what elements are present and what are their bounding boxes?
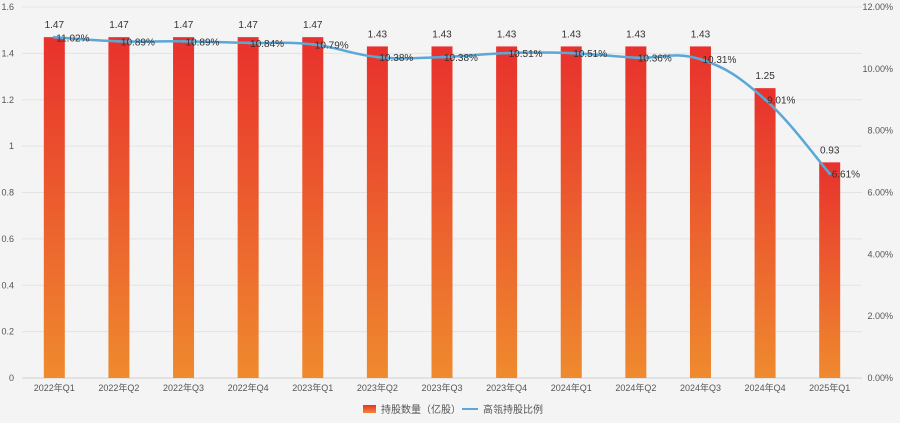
line-series: 11.02% 10.89% 10.89% 10.84% 10.79% 10.38% 10.3… <box>52 33 860 181</box>
line-data-label: 10.36% <box>638 54 672 65</box>
x-tick-label: 2023年Q3 <box>421 382 462 393</box>
x-tick-label: 2024年Q4 <box>745 382 786 393</box>
x-tick-label: 2023年Q2 <box>357 382 398 393</box>
x-tick-label: 2023年Q4 <box>486 382 527 393</box>
line-data-label: 10.79% <box>315 40 349 51</box>
x-tick-label: 2022年Q2 <box>98 382 139 393</box>
line-data-label: 10.51% <box>509 49 543 60</box>
line-data-label: 10.51% <box>573 49 607 60</box>
line-data-label: 10.38% <box>379 53 413 64</box>
legend-line-label: 高瓴持股比例 <box>483 403 543 416</box>
line-point <box>763 97 767 101</box>
line-data-label: 10.89% <box>186 37 220 48</box>
bar <box>496 46 518 378</box>
line-data-label: 6.61% <box>832 170 860 181</box>
left-tick-label: 1.2 <box>1 95 14 105</box>
bar <box>819 162 841 378</box>
right-tick-label: 8.00% <box>867 126 893 136</box>
left-tick-label: 1.4 <box>1 48 14 58</box>
x-tick-label: 2023年Q1 <box>292 382 333 393</box>
x-tick-label: 2022年Q1 <box>34 382 75 393</box>
line-point <box>246 41 250 45</box>
right-y-axis: 0.00% 2.00% 4.00% 6.00% 8.00% 10.00% 12.00% <box>862 2 893 383</box>
line-point <box>52 35 56 39</box>
left-tick-label: 0.6 <box>1 234 14 244</box>
bar-data-label: 1.47 <box>174 20 194 31</box>
line-point <box>182 39 186 43</box>
bar-data-label: 1.25 <box>755 71 775 82</box>
bar <box>108 37 130 379</box>
x-tick-label: 2025年Q1 <box>809 382 850 393</box>
line-data-label: 10.84% <box>250 39 284 50</box>
left-tick-label: 0.4 <box>1 280 14 290</box>
bar <box>754 88 776 378</box>
bar <box>689 46 711 378</box>
left-tick-label: 0 <box>9 373 14 383</box>
line-point <box>698 57 702 61</box>
bar <box>625 46 647 378</box>
line-data-label: 10.31% <box>702 55 736 66</box>
bar-data-label: 1.47 <box>238 20 258 31</box>
x-tick-label: 2024年Q3 <box>680 382 721 393</box>
x-tick-label: 2022年Q3 <box>163 382 204 393</box>
x-axis: 2022年Q1 2022年Q2 2022年Q3 2022年Q4 2023年Q1 2023年… <box>34 382 850 393</box>
bar <box>366 46 388 378</box>
bar-data-label: 0.93 <box>820 145 840 156</box>
line-point <box>311 42 315 46</box>
bar-data-label: 1.43 <box>497 29 517 40</box>
left-tick-label: 1 <box>9 141 14 151</box>
x-tick-label: 2024年Q1 <box>551 382 592 393</box>
bar-data-label: 1.43 <box>368 29 388 40</box>
bar-data-label: 1.47 <box>109 20 129 31</box>
line-point <box>634 56 638 60</box>
x-tick-label: 2022年Q4 <box>228 382 269 393</box>
bar-data-label: 1.43 <box>432 29 452 40</box>
legend: 持股数量（亿股） 高瓴持股比例 <box>363 403 543 416</box>
bar-data-label: 1.43 <box>691 29 711 40</box>
left-y-axis: 0 0.2 0.4 0.6 0.8 1 1.2 1.4 1.6 <box>1 2 14 383</box>
line-point <box>375 55 379 59</box>
right-tick-label: 2.00% <box>867 311 893 321</box>
right-tick-label: 12.00% <box>862 2 893 12</box>
bar-data-label: 1.43 <box>626 29 646 40</box>
line-data-label: 10.38% <box>444 53 478 64</box>
left-tick-label: 0.8 <box>1 188 14 198</box>
bar-series: 1.47 1.47 1.47 1.47 1.47 1.43 1.43 1.43 1.43 1.43… <box>43 20 841 379</box>
bar <box>43 37 65 379</box>
line-point <box>117 39 121 43</box>
right-tick-label: 4.00% <box>867 249 893 259</box>
x-tick-label: 2024年Q2 <box>615 382 656 393</box>
line-point <box>440 55 444 59</box>
line-point <box>505 51 509 55</box>
left-tick-label: 0.2 <box>1 327 14 337</box>
line-point <box>569 51 573 55</box>
legend-bar-swatch <box>363 405 376 413</box>
bar <box>560 46 582 378</box>
line-data-label: 10.89% <box>121 37 155 48</box>
bar-data-label: 1.47 <box>45 20 65 31</box>
line-point <box>828 172 832 176</box>
line-data-label: 11.02% <box>56 33 89 44</box>
bar <box>431 46 453 378</box>
right-tick-label: 0.00% <box>867 373 893 383</box>
right-tick-label: 6.00% <box>867 188 893 198</box>
line-data-label: 9.01% <box>767 95 795 106</box>
left-tick-label: 1.6 <box>1 2 14 12</box>
bar <box>173 37 195 379</box>
bar <box>237 37 259 379</box>
legend-bar-label: 持股数量（亿股） <box>381 403 461 416</box>
bar-data-label: 1.43 <box>561 29 581 40</box>
right-tick-label: 10.00% <box>862 64 893 74</box>
bar-data-label: 1.47 <box>303 20 323 31</box>
bar <box>302 37 324 379</box>
